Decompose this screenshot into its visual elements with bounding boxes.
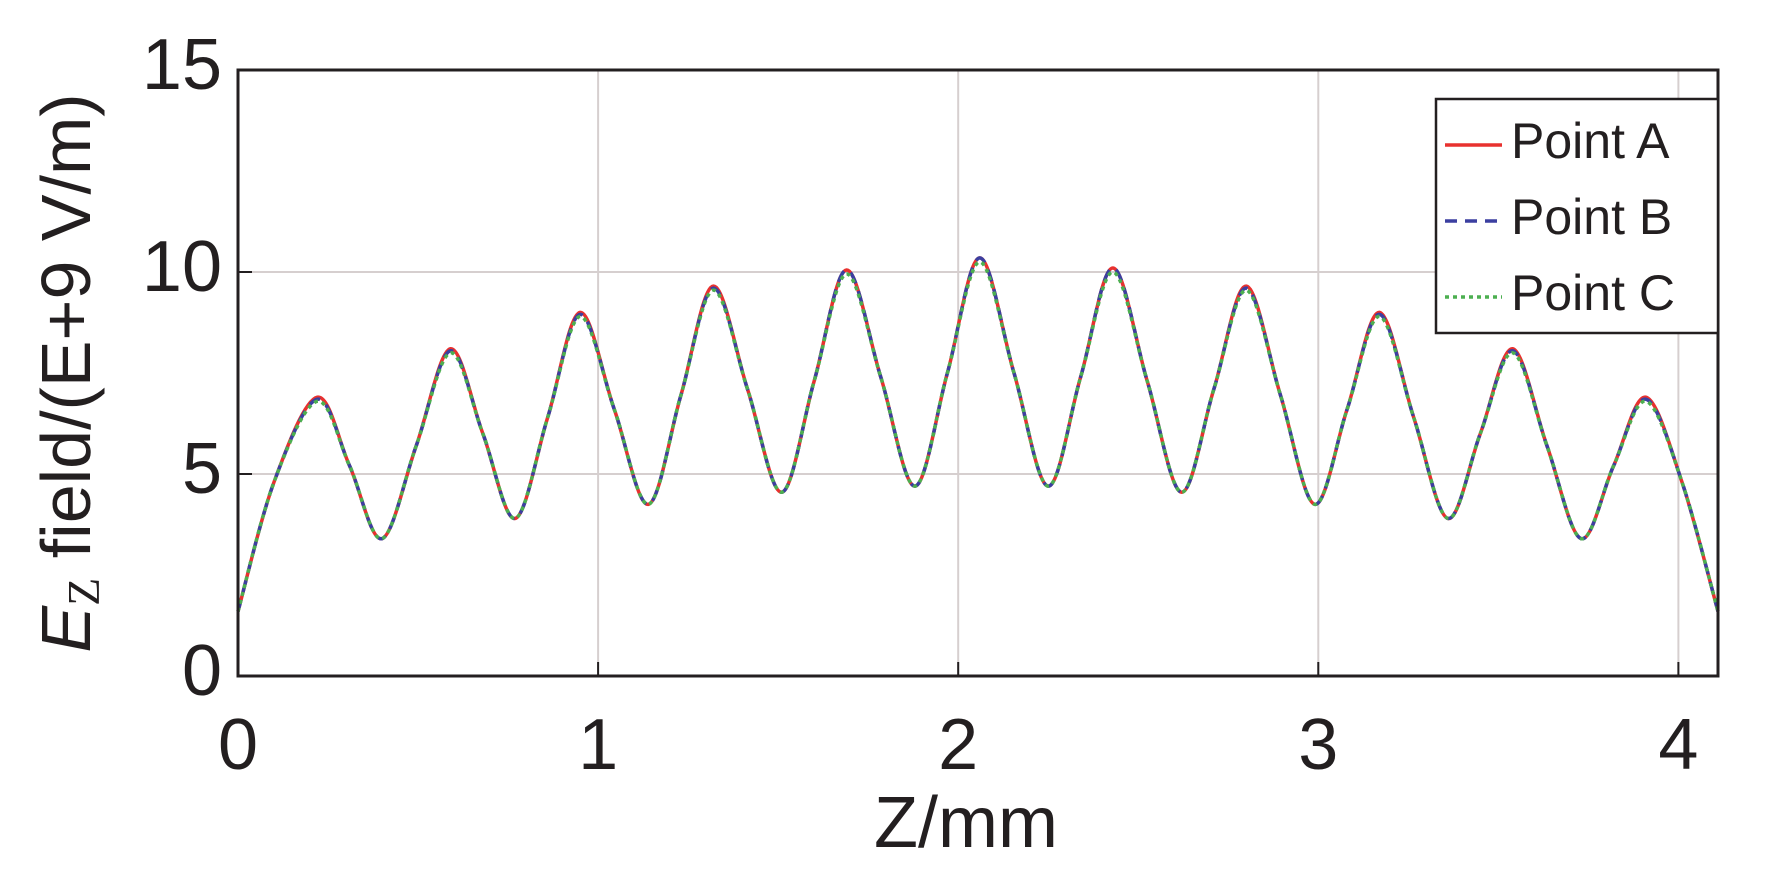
x-tick-label: 3 <box>1298 705 1338 785</box>
y-tick-label: 0 <box>182 631 222 711</box>
legend-label: Point B <box>1511 189 1672 245</box>
x-tick-label: 0 <box>218 705 258 785</box>
x-tick-label: 4 <box>1658 705 1698 785</box>
y-tick-label: 15 <box>142 25 222 105</box>
y-axis-label: EZ field/(E+9 V/m) <box>27 93 108 652</box>
y-label-text: field/(E+9 V/m) <box>27 93 105 577</box>
y-tick-label: 5 <box>182 429 222 509</box>
x-tick-label: 2 <box>938 705 978 785</box>
legend-label: Point C <box>1511 265 1675 321</box>
legend-box <box>1434 97 1720 335</box>
y-label-symbol: E <box>27 605 105 653</box>
y-label-subscript: Z <box>58 578 109 606</box>
x-tick-label: 1 <box>578 705 618 785</box>
x-axis-label: Z/mm <box>874 783 1058 863</box>
legend-label: Point A <box>1511 113 1670 169</box>
y-tick-label: 10 <box>142 227 222 307</box>
plot-frame <box>236 68 1720 678</box>
series-line <box>236 260 1720 612</box>
series-line <box>236 256 1720 612</box>
